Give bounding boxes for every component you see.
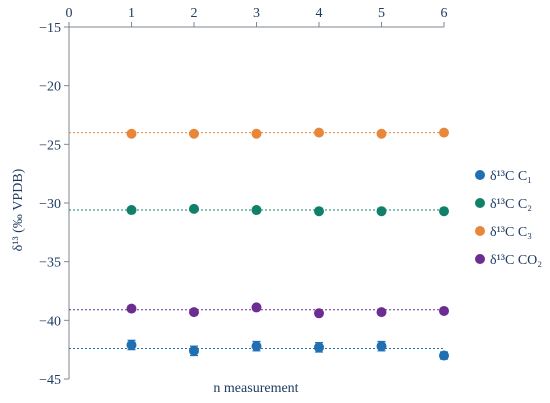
x-tick-label: 4 xyxy=(316,6,323,21)
data-point xyxy=(126,205,137,216)
data-point xyxy=(376,206,387,217)
data-point xyxy=(251,302,262,313)
data-point xyxy=(126,128,137,139)
legend-marker xyxy=(475,198,485,208)
x-tick-label: 2 xyxy=(191,6,198,21)
y-tick-label: −45 xyxy=(39,373,61,388)
data-point xyxy=(251,128,262,139)
data-point xyxy=(314,206,324,217)
x-tick-label: 5 xyxy=(378,6,385,21)
legend-label: δ¹³C CO₂ xyxy=(490,253,542,268)
legend-label: δ¹³C C₂ xyxy=(490,197,532,212)
data-point xyxy=(314,342,324,353)
data-point xyxy=(314,308,324,319)
x-tick-label: 3 xyxy=(253,6,260,21)
data-point xyxy=(189,345,199,356)
data-point xyxy=(189,128,199,139)
y-tick-label: −30 xyxy=(39,197,61,212)
legend-marker xyxy=(475,254,485,264)
data-point xyxy=(439,350,449,361)
y-tick-label: −15 xyxy=(39,21,61,36)
data-point xyxy=(376,341,387,352)
x-tick-label: 0 xyxy=(66,6,73,21)
data-point xyxy=(126,339,137,350)
data-point xyxy=(251,341,262,352)
data-point xyxy=(251,205,262,216)
y-tick-label: −35 xyxy=(39,256,61,271)
data-point xyxy=(189,203,199,214)
x-tick-label: 1 xyxy=(128,6,135,21)
legend-marker xyxy=(475,170,485,180)
data-point xyxy=(439,206,449,217)
legend-label: δ¹³C C₁ xyxy=(490,169,532,184)
legend-label: δ¹³C C₃ xyxy=(490,225,532,240)
data-point xyxy=(376,128,387,139)
data-point xyxy=(126,303,137,314)
y-axis-title: δ¹³ (‰ VPDB) xyxy=(11,168,26,251)
legend-marker xyxy=(475,226,485,236)
data-points xyxy=(126,127,449,361)
mean-lines xyxy=(69,132,444,349)
data-point xyxy=(314,127,324,138)
x-axis-title: n measurement xyxy=(213,381,298,396)
y-tick-label: −40 xyxy=(39,314,61,329)
data-point xyxy=(439,305,449,316)
axes: 0 1 2 3 4 5 6 −15 −20 −25 −30 −35 −40 −45 xyxy=(39,6,447,388)
data-point xyxy=(439,127,449,138)
data-point xyxy=(189,307,199,318)
legend: δ¹³C C₁ δ¹³C C₂ δ¹³C C₃ δ¹³C CO₂ xyxy=(475,169,542,268)
data-point xyxy=(376,307,387,318)
y-tick-label: −20 xyxy=(39,80,61,95)
y-tick-label: −25 xyxy=(39,138,61,153)
x-tick-label: 6 xyxy=(441,6,448,21)
